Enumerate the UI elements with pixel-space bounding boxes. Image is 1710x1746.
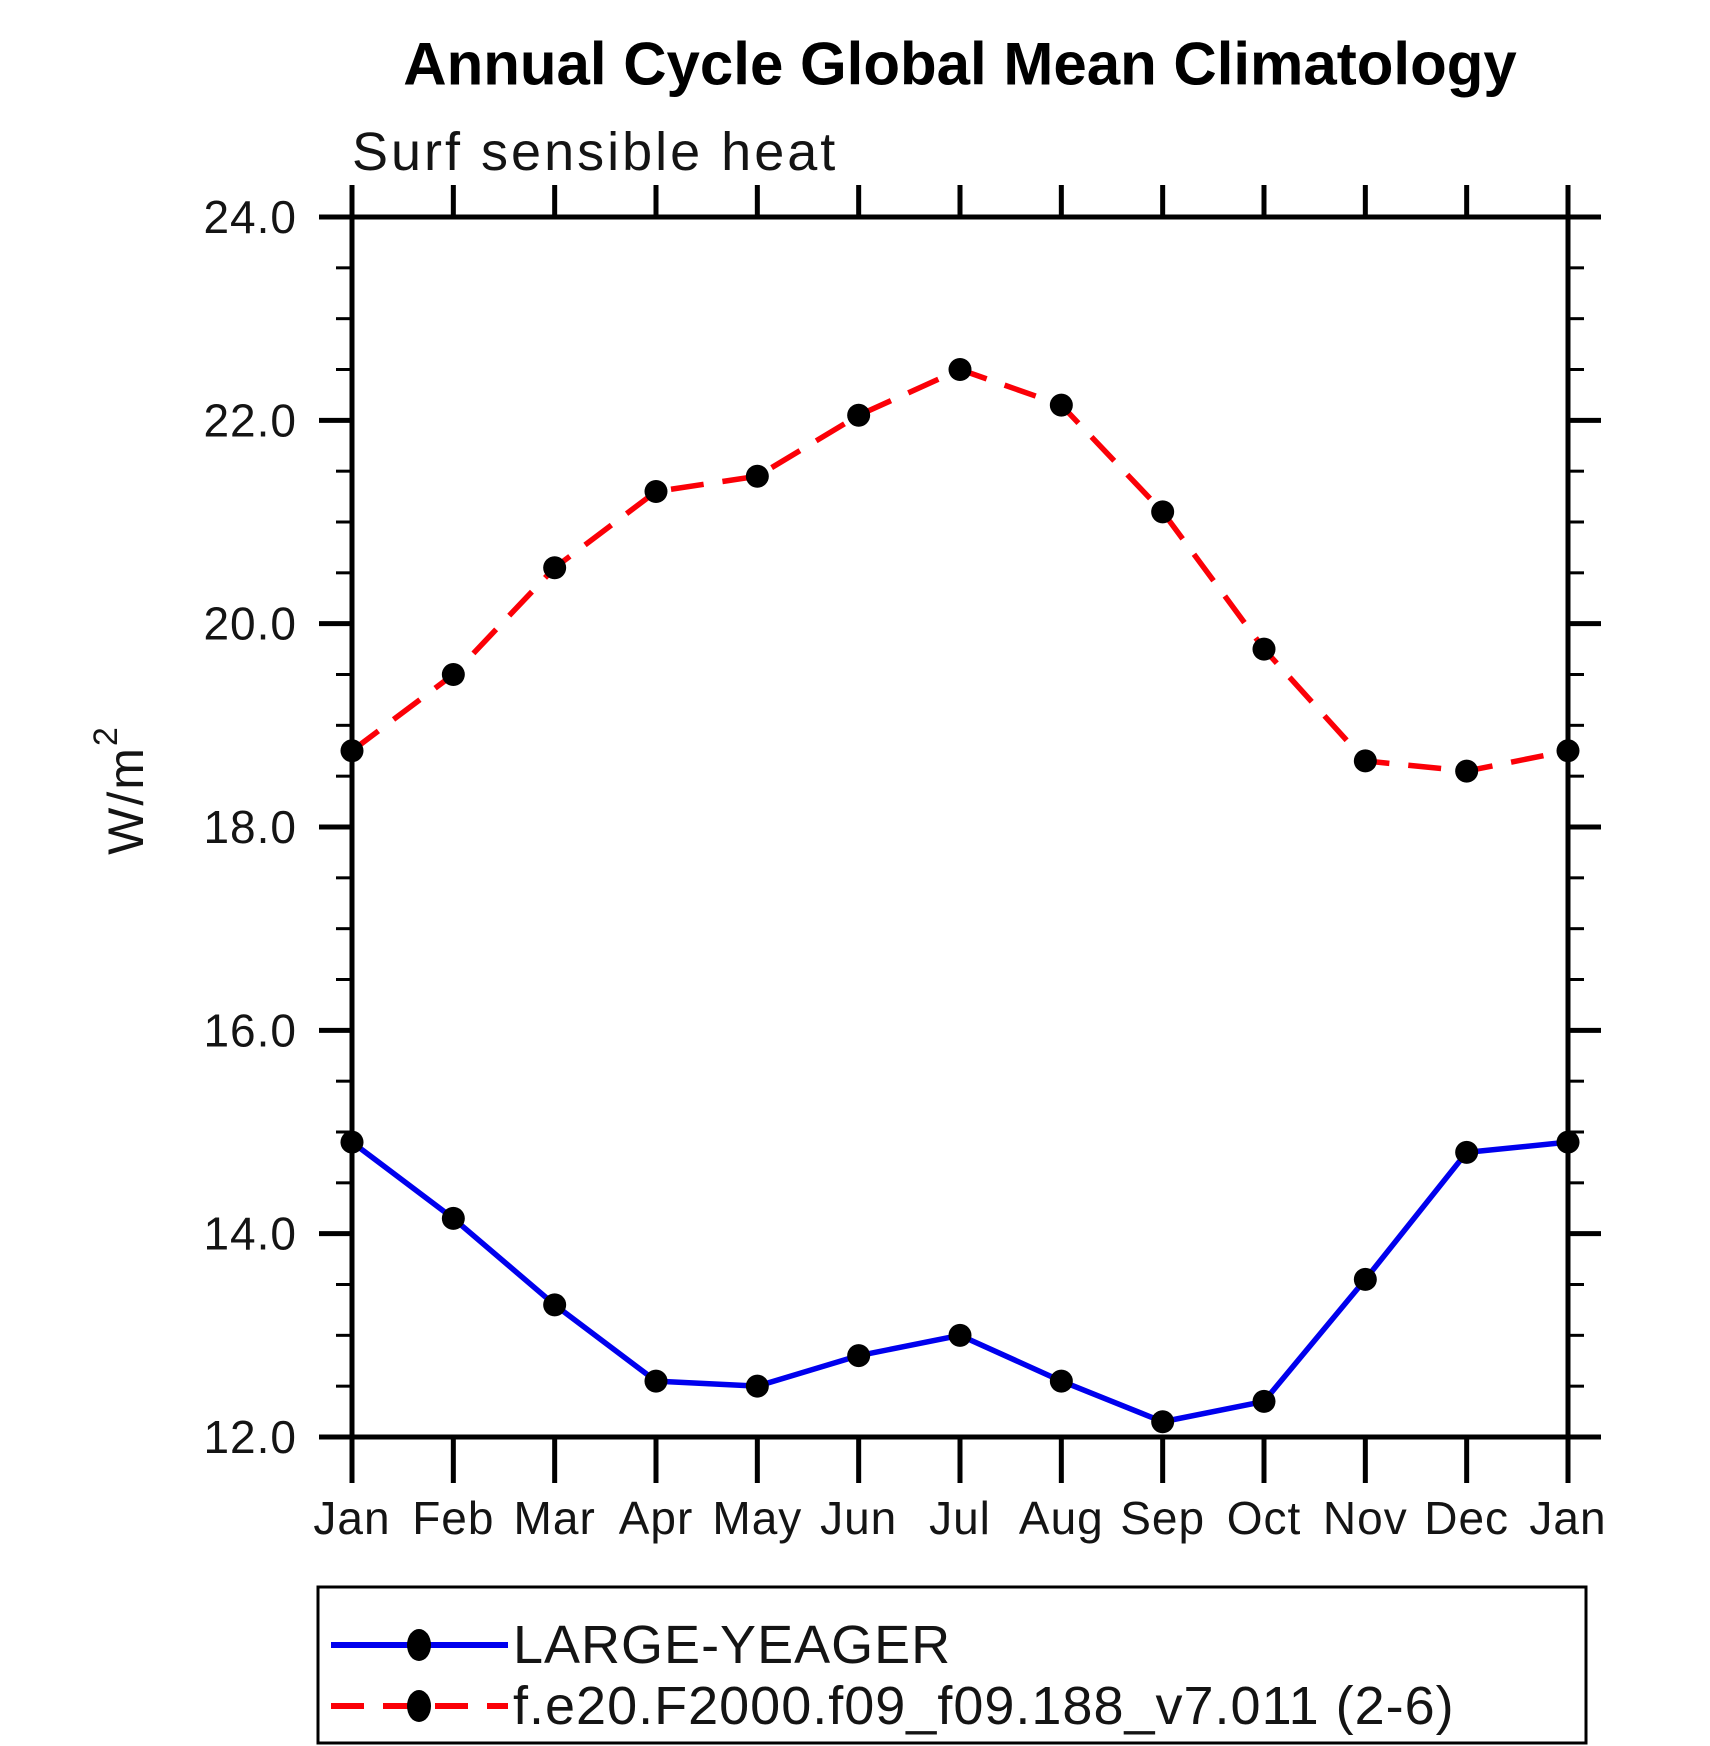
legend-marker-solid [407, 1629, 431, 1661]
data-point-marker [1556, 1130, 1580, 1154]
x-tick-label: Jul [929, 1492, 991, 1544]
legend-label-large-yeager: LARGE-YEAGER [513, 1615, 951, 1675]
data-point-marker [1455, 759, 1479, 783]
data-point-marker [745, 1374, 769, 1398]
y-tick-label: 18.0 [203, 801, 297, 853]
data-point-marker [1556, 739, 1580, 763]
data-point-marker [948, 358, 972, 381]
data-point-marker [1151, 1410, 1175, 1434]
data-point-marker [1049, 1369, 1073, 1393]
x-tick-label: Apr [619, 1492, 694, 1544]
x-tick-label: Jun [820, 1492, 897, 1544]
chart-subtitle: Surf sensible heat [352, 122, 838, 182]
x-tick-label: Jan [1529, 1492, 1606, 1544]
y-tick-label: 22.0 [203, 394, 297, 446]
x-tick-label: Feb [412, 1492, 494, 1544]
y-tick-label: 14.0 [203, 1208, 297, 1260]
data-point-marker [543, 1293, 567, 1317]
legend-marker-dashed [407, 1690, 431, 1722]
x-tick-label: Oct [1227, 1492, 1302, 1544]
data-point-marker [1353, 749, 1377, 773]
data-point-marker [1252, 1389, 1276, 1413]
y-axis-label-exponent: 2 [87, 725, 125, 746]
data-point-marker [441, 1206, 465, 1230]
chart-title: Annual Cycle Global Mean Climatology [403, 31, 1517, 98]
data-point-marker [1252, 637, 1276, 661]
data-point-marker [441, 663, 465, 686]
axes: 12.0 14.0 16.0 18.0 20.0 22.0 24.0 Jan Feb Mar Apr… [203, 185, 1606, 1544]
x-tick-label: Dec [1424, 1492, 1509, 1544]
data-point-marker [847, 1344, 871, 1368]
y-tick-label: 16.0 [203, 1004, 297, 1056]
x-tick-label: Mar [514, 1492, 596, 1544]
legend: LARGE-YEAGER f.e20.F2000.f09_f09.188_v7.… [316, 1585, 1588, 1745]
data-point-marker [1151, 500, 1175, 524]
data-point-marker [644, 1369, 668, 1393]
series [340, 358, 1580, 1434]
legend-label-model-run: f.e20.F2000.f09_f09.188_v7.011 (2-6) [513, 1676, 1455, 1736]
x-tick-label: May [712, 1492, 802, 1544]
y-tick-label: 24.0 [203, 191, 297, 243]
y-axis-label: W/m2 [87, 725, 154, 855]
data-point-marker [543, 556, 567, 580]
y-tick-label: 20.0 [203, 598, 297, 650]
data-point-marker [847, 403, 871, 427]
x-tick-label: Aug [1019, 1492, 1104, 1544]
data-point-marker [644, 480, 668, 503]
data-point-marker [340, 1130, 364, 1154]
series-line-large-yeager [350, 1139, 1569, 1425]
data-point-marker [340, 739, 364, 763]
data-point-marker [745, 464, 769, 488]
data-point-marker [948, 1323, 972, 1347]
y-tick-label: 12.0 [203, 1411, 297, 1463]
data-point-marker [1049, 393, 1073, 417]
x-tick-label: Jan [313, 1492, 390, 1544]
x-tick-label: Nov [1323, 1492, 1408, 1544]
data-point-marker [1455, 1140, 1479, 1164]
data-point-marker [1353, 1267, 1377, 1291]
x-tick-label: Sep [1120, 1492, 1205, 1544]
legend-box [316, 1585, 1588, 1745]
series-line-f-e20-f2000-f09-f09-188-v7-011-2-6 [350, 366, 1569, 774]
